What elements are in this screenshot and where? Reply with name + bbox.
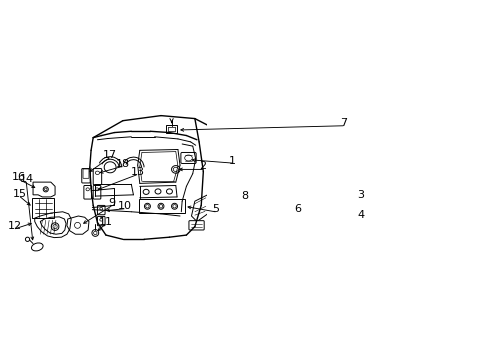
Text: 15: 15	[13, 189, 26, 199]
FancyBboxPatch shape	[81, 168, 90, 183]
FancyBboxPatch shape	[97, 206, 105, 215]
Text: 11: 11	[99, 216, 113, 226]
Text: 16: 16	[12, 172, 25, 181]
FancyBboxPatch shape	[93, 168, 102, 185]
FancyBboxPatch shape	[32, 198, 54, 218]
Text: 6: 6	[293, 204, 300, 214]
Text: 8: 8	[241, 191, 248, 201]
Text: 12: 12	[8, 221, 22, 231]
Text: 5: 5	[212, 204, 219, 214]
FancyBboxPatch shape	[97, 216, 105, 226]
FancyBboxPatch shape	[93, 185, 101, 199]
Text: 7: 7	[340, 118, 347, 128]
FancyBboxPatch shape	[83, 169, 89, 178]
FancyBboxPatch shape	[238, 228, 256, 240]
FancyBboxPatch shape	[188, 221, 204, 230]
Text: 18: 18	[116, 159, 130, 169]
FancyBboxPatch shape	[139, 199, 185, 213]
FancyBboxPatch shape	[84, 185, 91, 199]
Text: 9: 9	[108, 198, 116, 208]
Text: 3: 3	[357, 190, 364, 200]
FancyBboxPatch shape	[181, 153, 196, 163]
Text: 14: 14	[20, 174, 34, 184]
Text: 10: 10	[118, 201, 132, 211]
Text: 2: 2	[199, 161, 205, 171]
Text: 13: 13	[130, 167, 144, 177]
Text: 4: 4	[357, 210, 364, 220]
Text: 17: 17	[103, 150, 117, 161]
Text: 1: 1	[228, 156, 235, 166]
FancyBboxPatch shape	[165, 125, 177, 133]
